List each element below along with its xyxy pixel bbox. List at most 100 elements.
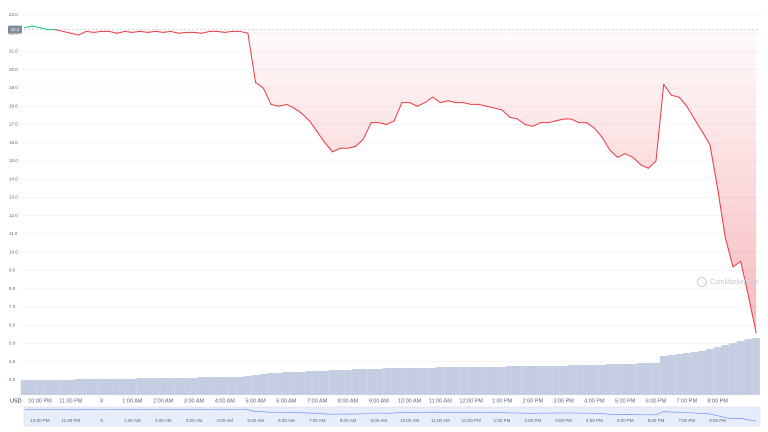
volume-bar [174, 378, 183, 395]
volume-bar [336, 370, 345, 395]
y-tick-label: 9.0 [9, 268, 16, 273]
navigator-tick-label: 8:00 AM [340, 418, 357, 423]
price-line [116, 30, 126, 34]
price-line [278, 103, 287, 107]
price-line [547, 120, 557, 124]
price-line [493, 107, 503, 111]
y-tick-label: 10.0 [9, 249, 18, 254]
volume-bar [367, 369, 375, 395]
price-line [224, 30, 233, 33]
y-tick-label: 14.0 [9, 176, 18, 181]
volume-bar [151, 378, 160, 395]
x-tick-label: 6:00 AM [276, 398, 297, 404]
navigator-tick-label: 10:00 AM [400, 418, 419, 423]
price-line [678, 96, 688, 107]
price-line [62, 30, 72, 34]
price-line [624, 153, 634, 158]
volume-bar [567, 365, 576, 395]
y-tick-label: 8.0 [9, 286, 16, 291]
x-tick-label: 8 [100, 398, 103, 404]
volume-bar [259, 374, 268, 395]
price-line [124, 30, 133, 33]
volume-bar [90, 379, 98, 395]
navigator-tick-label: 7:00 AM [309, 418, 326, 423]
price-line [247, 32, 257, 84]
price-line [255, 82, 264, 89]
volume-bar [706, 349, 714, 395]
volume-bar [182, 378, 191, 395]
volume-bar [159, 378, 168, 395]
x-tick-label: 4:00 PM [584, 398, 605, 404]
x-tick-label: 4:00 AM [215, 398, 236, 404]
navigator-tick-label: 1:00 AM [124, 418, 141, 423]
volume-bar [513, 366, 522, 395]
price-line [532, 122, 541, 127]
volume-bar [213, 377, 221, 395]
price-line [85, 30, 95, 33]
price-line [463, 102, 472, 105]
price-line [162, 30, 172, 33]
price-line [324, 142, 334, 153]
x-tick-label: 2:00 AM [153, 398, 174, 404]
area-fill [24, 29, 757, 333]
price-line [516, 118, 526, 125]
y-tick-label: 23.0 [9, 12, 18, 17]
volume-bar [167, 378, 175, 395]
volume-bar [390, 368, 399, 395]
navigator-tick-label: 5:00 AM [247, 418, 264, 423]
baseline-label: 22.2 [11, 27, 20, 32]
x-tick-label: 10:00 AM [398, 398, 422, 404]
price-line [78, 30, 87, 36]
volume-bar [43, 380, 52, 395]
price-line [416, 102, 426, 107]
navigator-tick-label: 9:00 AM [371, 418, 388, 423]
price-line [717, 187, 726, 239]
price-line [640, 164, 649, 169]
price-line [617, 153, 626, 158]
volume-bar [721, 345, 730, 395]
price-line [24, 25, 33, 29]
navigator-line [24, 409, 757, 422]
volume-bar [698, 351, 707, 395]
volume-bar [313, 371, 322, 395]
volume-bar [66, 380, 75, 395]
y-tick-label: 19.0 [9, 85, 18, 90]
price-line [501, 109, 511, 118]
volume-bar [51, 380, 60, 395]
volume-bar [97, 379, 106, 395]
price-line [147, 30, 156, 33]
price-line [239, 30, 249, 34]
volume-bar [128, 379, 137, 395]
volume-bar [398, 368, 406, 395]
navigator-tick-label: 8 [100, 418, 103, 423]
y-tick-label: 21.0 [9, 49, 18, 54]
price-line [570, 118, 580, 124]
volume-bar [190, 378, 198, 395]
y-tick-label: 13.0 [9, 195, 18, 200]
volume-bar [120, 379, 129, 395]
navigator[interactable] [23, 406, 761, 427]
volume-bar [321, 371, 329, 395]
volume-bar [205, 377, 214, 395]
volume-bar [521, 366, 529, 395]
volume-bar [482, 367, 491, 395]
volume-bar [682, 353, 691, 395]
watermark: CoinMarketCap [710, 279, 759, 286]
price-line [293, 107, 303, 115]
volume-bar [274, 373, 283, 395]
volume-bar [559, 366, 568, 395]
x-tick-label: 10:00 PM [28, 398, 52, 404]
navigator-tick-label: 11:00 PM [61, 418, 80, 423]
y-tick-label: 18.0 [9, 103, 18, 108]
y-tick-label: 17.0 [9, 122, 18, 127]
volume-bar [505, 366, 514, 395]
volume-bar [644, 363, 653, 395]
price-line [524, 124, 534, 127]
volume-bar [82, 379, 91, 395]
x-tick-label: 5:00 PM [615, 398, 636, 404]
price-line [309, 120, 318, 133]
volume-bar [405, 368, 414, 395]
x-tick-label: 7:00 AM [307, 398, 328, 404]
x-tick-label: 1:00 PM [492, 398, 513, 404]
volume-bar [536, 366, 545, 395]
